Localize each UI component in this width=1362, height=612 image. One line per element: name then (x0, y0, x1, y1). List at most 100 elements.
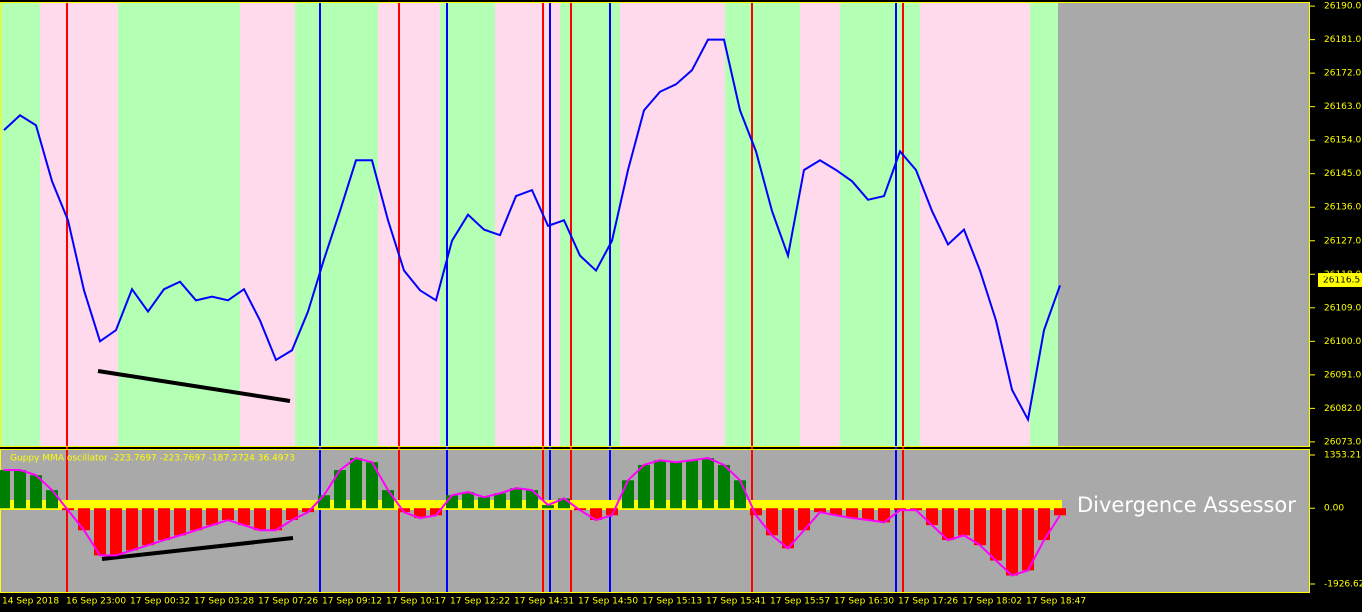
last-price: 26116.5 (1323, 276, 1360, 286)
y-tick-label: 26073.0 (1324, 437, 1361, 447)
histogram-bar (1022, 508, 1034, 571)
histogram-bar (334, 470, 346, 509)
histogram-bar (366, 462, 378, 509)
histogram-bar (510, 488, 522, 509)
histogram-bar (622, 480, 634, 509)
x-tick-label: 17 Sep 16:30 (834, 597, 894, 607)
histogram-bar (254, 508, 266, 531)
histogram-bar (734, 480, 746, 509)
y-tick-label: 26145.0 (1324, 169, 1361, 179)
divergence-line (101, 536, 294, 561)
histogram-bar (558, 498, 570, 509)
histogram-bar (830, 508, 842, 516)
histogram-bar (286, 508, 298, 521)
histogram-bar (526, 490, 538, 509)
y-tick-label: 26091.0 (1324, 370, 1361, 380)
histogram-bar (1038, 508, 1050, 541)
histogram-bar (1006, 508, 1018, 576)
histogram-bar (942, 508, 954, 541)
histogram-bar (494, 493, 506, 509)
x-tick-label: 17 Sep 15:13 (642, 597, 702, 607)
histogram-bar (782, 508, 794, 549)
y-tick-label: 26136.0 (1324, 203, 1361, 213)
x-tick-label: 17 Sep 18:47 (1026, 597, 1086, 607)
histogram-bar (958, 508, 970, 536)
histogram-bar (430, 508, 442, 516)
histogram-bar (638, 464, 650, 509)
histogram-bar (414, 508, 426, 519)
histogram-bar (654, 460, 666, 509)
histogram-bar (222, 508, 234, 521)
histogram-bar (542, 505, 554, 509)
session-band (40, 2, 118, 446)
histogram-bar (798, 508, 810, 531)
histogram-bar (846, 508, 858, 519)
y-tick-label: 1353.216 (1324, 450, 1362, 460)
oscillator-frame (0, 449, 1310, 593)
oscillator-outline (4, 456, 1061, 577)
histogram-bar (462, 492, 474, 509)
histogram-bar (862, 508, 874, 521)
y-tick-label: 26190.0 (1324, 2, 1361, 12)
session-band (378, 2, 440, 446)
histogram-bar (750, 508, 762, 516)
y-tick-label: 26127.0 (1324, 236, 1361, 246)
x-tick-label: 14 Sep 2018 (2, 597, 59, 607)
histogram-bar (30, 475, 42, 509)
histogram-bar (206, 508, 218, 526)
empty-area (1058, 2, 1310, 446)
histogram-bar (14, 470, 26, 509)
price-frame (0, 2, 1310, 447)
session-band (440, 2, 495, 446)
x-tick-label: 17 Sep 18:02 (962, 597, 1022, 607)
histogram-bar (398, 508, 410, 513)
histogram-bar (270, 508, 282, 531)
y-tick-label: 26100.0 (1324, 337, 1361, 347)
histogram-bar (478, 497, 490, 509)
y-tick-label: 0.00 (1324, 504, 1344, 514)
session-band (240, 2, 295, 446)
histogram-bar (974, 508, 986, 546)
x-tick-label: 17 Sep 03:28 (194, 597, 254, 607)
histogram-bar (686, 460, 698, 509)
annotation: Divergence Assessor (1077, 493, 1296, 517)
session-band (620, 2, 725, 446)
histogram-bar (110, 508, 122, 556)
histogram-bar (190, 508, 202, 531)
x-tick-label: 17 Sep 12:22 (450, 597, 510, 607)
oscillator-title: Guppy MMA oscillator -223.7697 -223.7697… (10, 454, 295, 464)
x-tick-label: 17 Sep 09:12 (322, 597, 382, 607)
histogram-bar (174, 508, 186, 536)
histogram-bar (990, 508, 1002, 561)
histogram-bar (606, 508, 618, 516)
y-tick-label: 26154.0 (1324, 136, 1361, 146)
histogram-bar (766, 508, 778, 536)
x-tick-label: 17 Sep 15:57 (770, 597, 830, 607)
histogram-bar (702, 458, 714, 509)
x-tick-label: 16 Sep 23:00 (66, 597, 126, 607)
histogram-bar (670, 462, 682, 509)
histogram-bar (46, 490, 58, 509)
x-tick-label: 17 Sep 14:31 (514, 597, 574, 607)
y-tick-label: 26109.0 (1324, 303, 1361, 313)
x-tick-label: 17 Sep 17:26 (898, 597, 958, 607)
histogram-bar (158, 508, 170, 541)
y-tick-label: 26082.0 (1324, 404, 1361, 414)
session-band (1030, 2, 1058, 446)
x-tick-label: 17 Sep 15:41 (706, 597, 766, 607)
histogram-bar (382, 490, 394, 509)
price-line (3, 38, 1061, 423)
histogram-bar (926, 508, 938, 526)
histogram-bar (718, 464, 730, 509)
histogram-bar (590, 508, 602, 521)
y-tick-label: 26172.0 (1324, 69, 1361, 79)
histogram-bar (94, 508, 106, 556)
session-band (725, 2, 800, 446)
price-tag (1318, 273, 1362, 287)
histogram-bar (126, 508, 138, 551)
histogram-bar (0, 470, 10, 509)
session-band (118, 2, 240, 446)
y-tick-label: 26163.0 (1324, 102, 1361, 112)
histogram-bar (238, 508, 250, 526)
